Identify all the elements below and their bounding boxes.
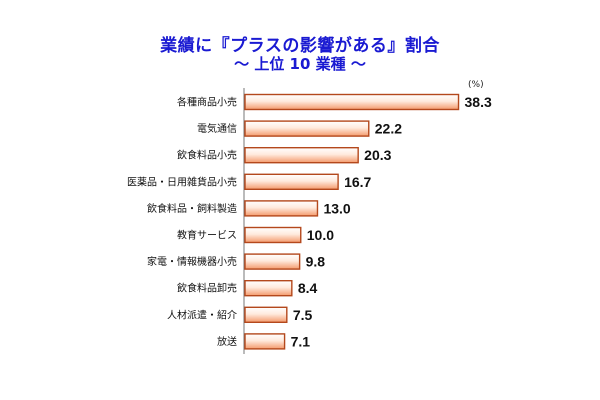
value-label: 7.1 [291, 333, 311, 349]
bar [244, 226, 302, 244]
category-label: 各種商品小売 [177, 96, 237, 109]
category-label: 飲食料品卸売 [177, 282, 237, 295]
category-label: 電気通信 [197, 122, 237, 135]
value-label: 22.2 [375, 121, 402, 137]
category-label: 飲食料品小売 [177, 149, 237, 162]
bar [244, 333, 286, 350]
bar [244, 146, 359, 164]
bars-group: 各種商品小売 38.3 電気通信 22.2 飲食料品小売 20.3 医薬品・日用雑貨品小売 1… [127, 93, 492, 350]
bar [244, 253, 301, 270]
value-label: 13.0 [323, 200, 350, 216]
bar [244, 200, 319, 217]
bar [244, 280, 293, 297]
value-label: 20.3 [364, 147, 391, 163]
category-label: 家電・情報機器小売 [147, 255, 237, 268]
value-label: 9.8 [306, 254, 326, 270]
bar [244, 173, 339, 191]
value-label: 38.3 [465, 94, 492, 110]
bar [244, 306, 288, 323]
bar [244, 120, 370, 137]
category-label: 医薬品・日用雑貨品小売 [127, 175, 237, 188]
unit-label: (%) [468, 80, 484, 90]
value-label: 8.4 [298, 280, 318, 296]
category-label: 人材派遣・紹介 [167, 308, 237, 321]
value-label: 7.5 [293, 307, 313, 323]
value-label: 10.0 [307, 227, 334, 243]
chart-title: 業績に『プラスの影響がある』割合 [160, 36, 440, 56]
category-label: 放送 [217, 335, 237, 348]
bar [244, 93, 460, 111]
chart-subtitle: ～ 上位 10 業種 ～ [234, 55, 366, 73]
category-label: 教育サービス [177, 229, 237, 242]
value-label: 16.7 [344, 174, 371, 190]
category-label: 飲食料品・飼料製造 [147, 202, 237, 215]
